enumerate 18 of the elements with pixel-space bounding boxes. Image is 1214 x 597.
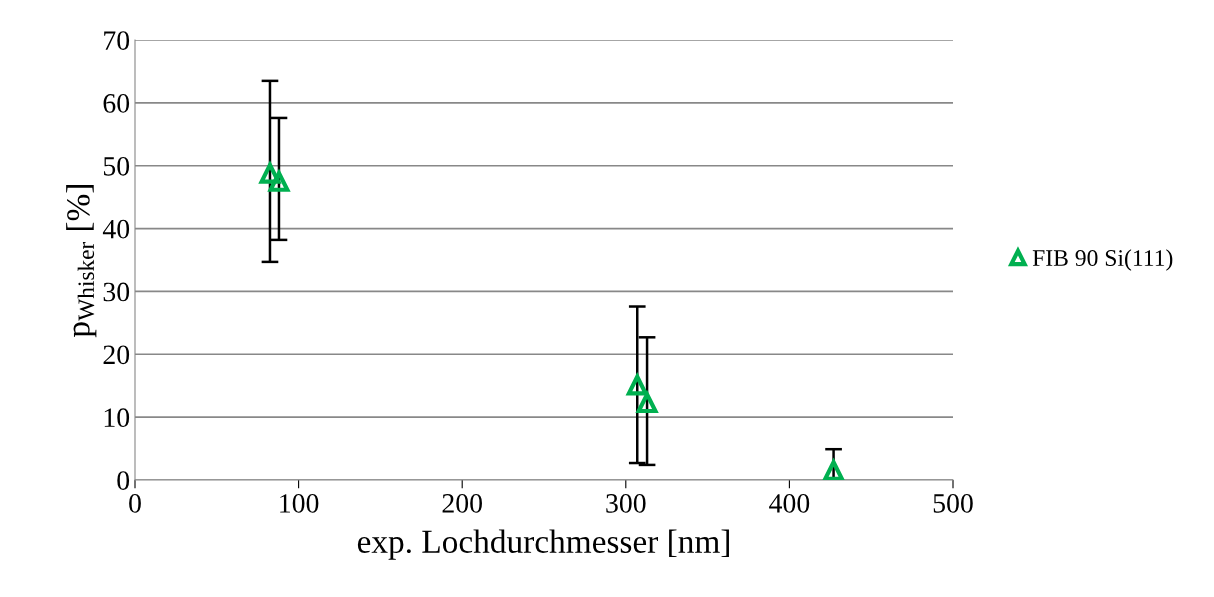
y-tick-label: 60 [103, 94, 130, 113]
point [625, 372, 648, 396]
y-tick-label: 30 [103, 282, 130, 302]
y-tick-label: 0 [117, 471, 130, 490]
y-axis-title: p$_{Whisker}$ [%] [66, 185, 97, 338]
y-tick-label: 20 [103, 345, 130, 365]
x-tick-label: 400 [769, 494, 810, 513]
y-tick-label: 70 [104, 31, 130, 50]
x-tick-label: 300 [606, 494, 646, 513]
y-tick-label: 50 [103, 156, 130, 176]
y-tick-label: 40 [102, 219, 130, 239]
x-tick-label: 500 [933, 494, 973, 513]
legend-label: FIB 90 Si(111) [1032, 249, 1173, 271]
x-tick-label: 200 [442, 494, 482, 513]
x-tick-label: 100 [280, 494, 319, 513]
y-tick-label: 10 [104, 408, 130, 428]
x-axis-title: exp. Lochdurchmesser [nm] [357, 529, 729, 560]
point [258, 160, 282, 184]
